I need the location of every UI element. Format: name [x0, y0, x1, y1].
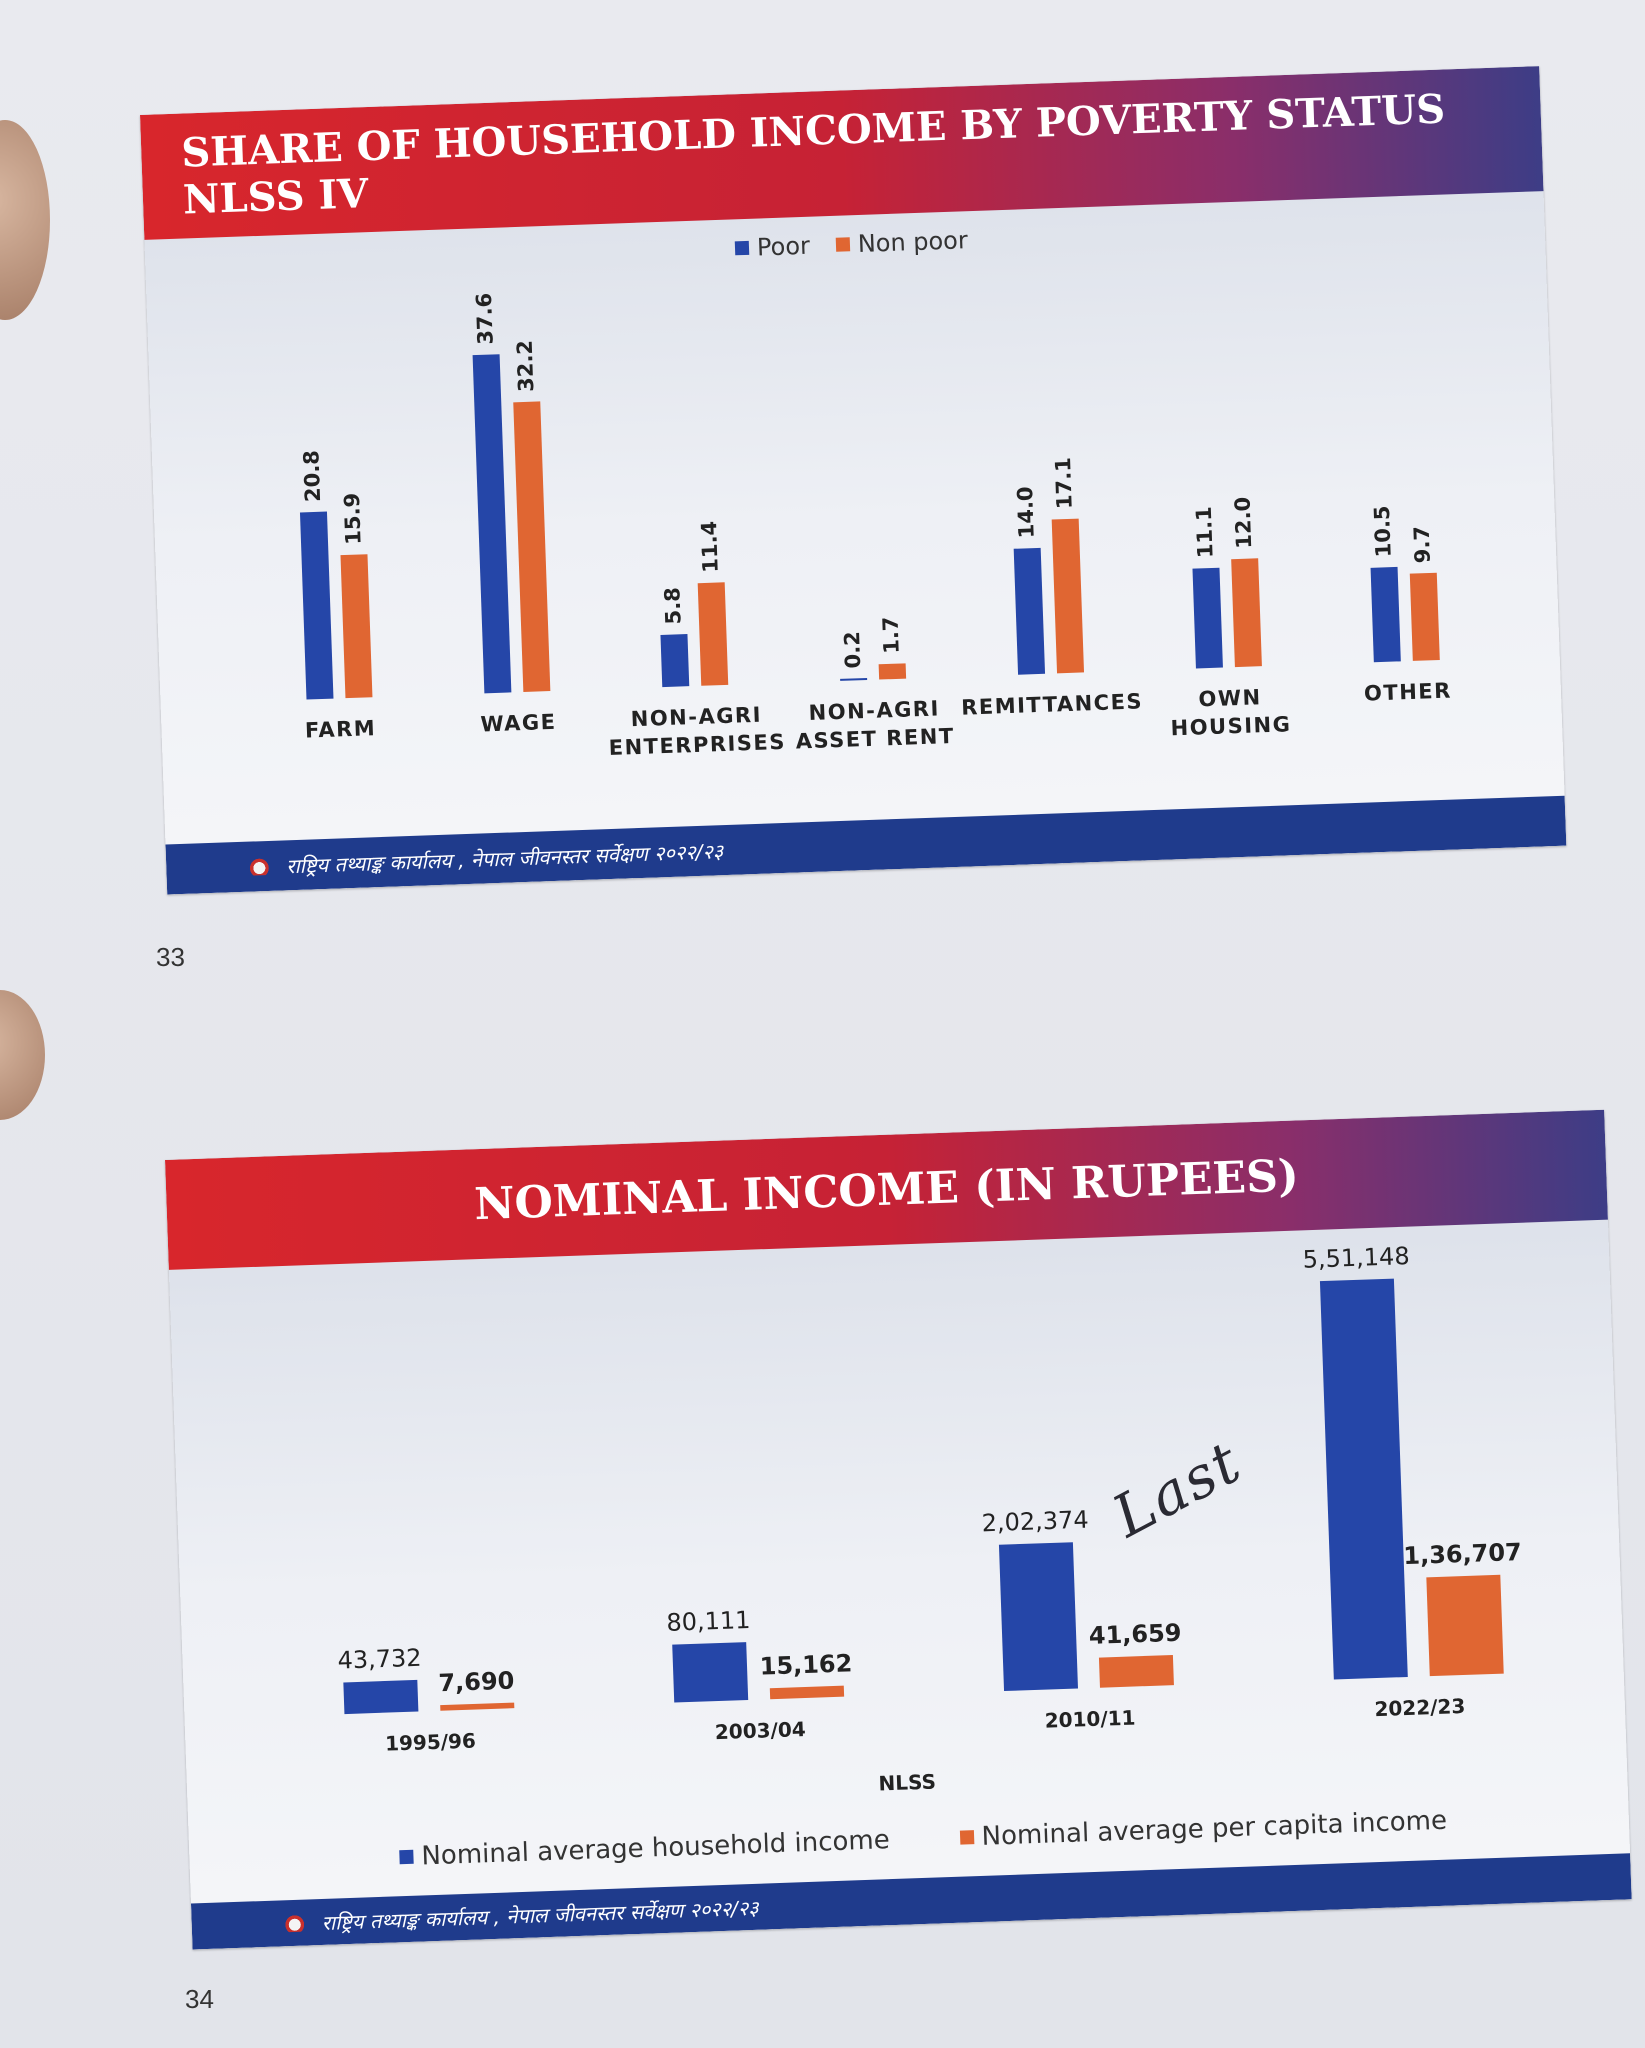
- bar-nonpoor: [1051, 518, 1085, 674]
- data-label: 9.7: [1410, 526, 1435, 564]
- bar-nonpoor: [1409, 572, 1440, 661]
- data-label: 14.0: [1013, 486, 1039, 539]
- category-label: OTHER: [1364, 679, 1453, 706]
- data-label: 43,732: [337, 1644, 422, 1675]
- slide-poverty-share: SHARE OF HOUSEHOLD INCOME BY POVERTY STA…: [140, 66, 1567, 895]
- bar-poor: [299, 511, 334, 700]
- data-label: 17.1: [1051, 457, 1077, 510]
- nso-logo-icon-2: [281, 1913, 309, 1933]
- data-label: 0.2: [840, 631, 865, 669]
- slide1-footer-text: राष्ट्रिय तथ्याङ्क कार्यालय , नेपाल जीवन…: [285, 838, 724, 878]
- data-label: 11.1: [1192, 506, 1218, 559]
- data-label: 15,162: [759, 1649, 853, 1680]
- bar-poor: [660, 634, 690, 688]
- data-label: 80,111: [666, 1606, 751, 1637]
- slide-nominal-income: NOMINAL INCOME (IN RUPEES) 43,732 7,690 19…: [165, 1109, 1632, 1950]
- category-label: 2010/11: [1044, 1705, 1136, 1732]
- data-label: 32.2: [513, 340, 539, 393]
- bar-percapita: [1098, 1654, 1174, 1688]
- category-label: NON-AGRI: [808, 696, 940, 725]
- category-label: FARM: [305, 716, 377, 742]
- bar-poor: [840, 677, 868, 681]
- data-label: 10.5: [1370, 505, 1396, 558]
- data-label: 15.9: [340, 492, 366, 545]
- bar-percapita: [1426, 1574, 1504, 1677]
- bar-household: [343, 1679, 419, 1715]
- bar-nonpoor: [878, 663, 907, 680]
- category-label: HOUSING: [1170, 712, 1291, 740]
- data-label: 11.4: [697, 521, 723, 574]
- data-label: 7,690: [438, 1667, 515, 1698]
- data-label: 41,659: [1088, 1619, 1182, 1650]
- bar-household: [672, 1642, 749, 1703]
- slide2-footer-text: राष्ट्रिय तथ्याङ्क कार्यालय , नेपाल जीवन…: [321, 1895, 759, 1935]
- finger-bottom: [0, 990, 45, 1120]
- bar-percapita: [440, 1702, 515, 1711]
- category-label: OWN: [1198, 685, 1262, 711]
- data-label: 1,36,707: [1403, 1538, 1522, 1570]
- category-label: ENTERPRISES: [608, 730, 786, 760]
- page-number-33: 33: [156, 942, 185, 972]
- bar-nonpoor: [513, 401, 551, 692]
- bar-poor: [472, 354, 512, 694]
- poverty-share-chart: 20.815.9FARM37.632.2WAGE5.811.4NON-AGRIE…: [299, 292, 1453, 760]
- bar-nonpoor: [1231, 558, 1262, 668]
- bar-household: [998, 1542, 1078, 1692]
- slide1-footer: राष्ट्रिय तथ्याङ्क कार्यालय , नेपाल जीवन…: [165, 795, 1567, 895]
- category-label: 1995/96: [385, 1729, 477, 1756]
- data-label: 20.8: [299, 450, 325, 503]
- legend-swatch-percapita: [959, 1830, 974, 1845]
- bar-percapita: [769, 1685, 845, 1700]
- bar-nonpoor: [340, 554, 373, 699]
- data-label: 2,02,374: [981, 1506, 1089, 1538]
- data-label: 5.8: [660, 587, 685, 625]
- bar-household: [1319, 1278, 1408, 1680]
- data-label: 12.0: [1231, 497, 1257, 550]
- category-label: ASSET RENT: [795, 724, 955, 754]
- data-label: 37.6: [472, 292, 498, 345]
- category-label: NON-AGRI: [630, 703, 762, 732]
- category-label: WAGE: [480, 710, 557, 737]
- nominal-income-chart: 43,732 7,690 1995/96 80,111 15,162 2003/04 2,0…: [337, 1242, 1522, 1795]
- bar-nonpoor: [697, 582, 729, 686]
- data-label: 5,51,148: [1302, 1242, 1410, 1274]
- category-label: REMITTANCES: [961, 689, 1144, 719]
- bar-poor: [1370, 566, 1401, 663]
- page-number-34: 34: [185, 1984, 214, 2014]
- category-label: 2022/23: [1374, 1694, 1466, 1721]
- finger-top: [0, 120, 50, 320]
- legend-swatch-household: [399, 1849, 414, 1865]
- bar-poor: [1013, 547, 1046, 675]
- data-label: 1.7: [878, 616, 903, 654]
- bar-poor: [1192, 567, 1223, 669]
- nso-logo-icon: [245, 856, 273, 876]
- x-axis-label: NLSS: [878, 1769, 936, 1795]
- category-label: 2003/04: [714, 1717, 806, 1744]
